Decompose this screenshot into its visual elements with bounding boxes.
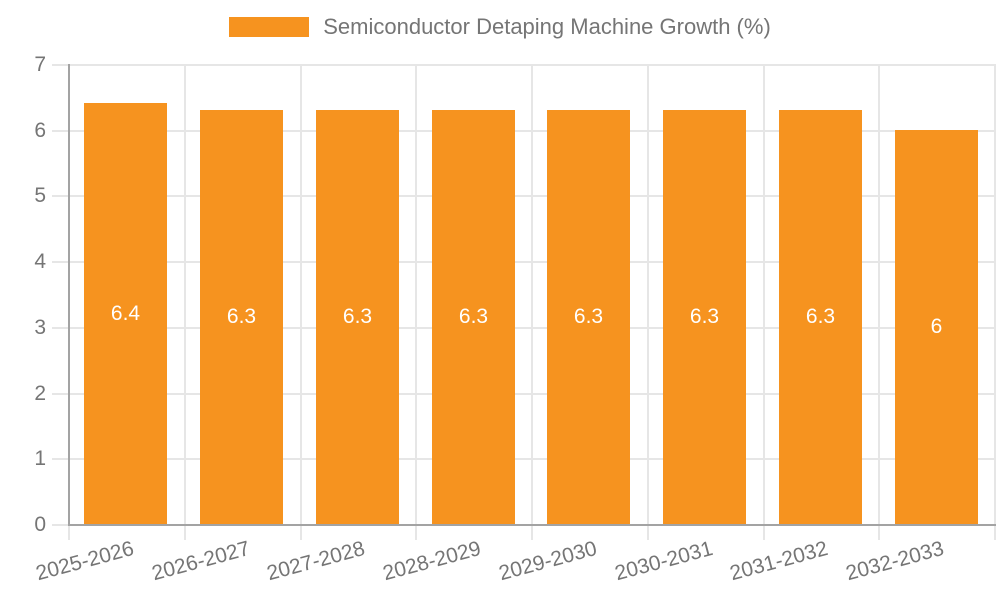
x-gridline — [300, 64, 302, 524]
x-axis-category-label: 2028-2029 — [379, 537, 483, 586]
x-gridline — [994, 64, 996, 524]
legend-label: Semiconductor Detaping Machine Growth (%… — [323, 14, 771, 39]
x-gridline — [415, 64, 417, 524]
y-axis-tick-label: 7 — [34, 53, 46, 76]
y-gridline — [52, 195, 994, 197]
x-axis-line — [68, 524, 996, 526]
bar-value-label: 6.3 — [805, 305, 836, 328]
x-axis-tick — [415, 524, 417, 540]
y-gridline — [52, 130, 994, 132]
y-gridline — [52, 261, 994, 263]
y-axis-tick-label: 5 — [34, 184, 46, 207]
x-gridline — [184, 64, 186, 524]
x-axis-category-label: 2031-2032 — [726, 537, 830, 586]
bar-value-label: 6.3 — [689, 305, 720, 328]
x-axis-category-label: 2030-2031 — [611, 537, 715, 586]
y-gridline — [52, 458, 994, 460]
x-gridline — [878, 64, 880, 524]
x-axis-category-label: 2027-2028 — [263, 537, 367, 586]
x-axis-category-label: 2032-2033 — [842, 537, 946, 586]
bar-value-label: 6.3 — [226, 305, 257, 328]
y-gridline — [52, 64, 994, 66]
legend-swatch — [229, 17, 310, 37]
bar-value-label: 6 — [930, 315, 943, 338]
y-axis-tick-label: 6 — [34, 119, 46, 142]
y-axis-tick-label: 1 — [34, 447, 46, 470]
x-axis-category-label: 2029-2030 — [495, 537, 599, 586]
x-axis-tick — [994, 524, 996, 540]
bar[interactable]: 6 — [895, 130, 978, 524]
y-tick — [52, 524, 68, 526]
legend-item[interactable]: Semiconductor Detaping Machine Growth (%… — [229, 14, 771, 40]
bar[interactable]: 6.3 — [547, 110, 630, 524]
bar[interactable]: 6.3 — [200, 110, 283, 524]
chart-legend: Semiconductor Detaping Machine Growth (%… — [0, 14, 1000, 40]
x-axis-tick — [68, 524, 70, 540]
y-axis-line — [68, 64, 70, 524]
y-axis-tick-label: 4 — [34, 250, 46, 273]
bar-value-label: 6.4 — [110, 301, 141, 325]
bar[interactable]: 6.4 — [84, 103, 167, 524]
x-gridline — [763, 64, 765, 524]
x-axis-category-label: 2025-2026 — [32, 537, 136, 586]
bar-value-label: 6.3 — [342, 305, 373, 328]
x-axis-tick — [878, 524, 880, 540]
x-axis-tick — [763, 524, 765, 540]
x-axis-tick — [531, 524, 533, 540]
x-gridline — [647, 64, 649, 524]
y-axis-tick-label: 2 — [34, 382, 46, 405]
y-axis-tick-label: 0 — [34, 513, 46, 536]
bar[interactable]: 6.3 — [432, 110, 515, 524]
y-gridline — [52, 327, 994, 329]
bar-value-label: 6.3 — [573, 305, 604, 328]
bar-value-label: 6.3 — [458, 305, 489, 328]
x-axis-tick — [184, 524, 186, 540]
bar[interactable]: 6.3 — [316, 110, 399, 524]
x-gridline — [531, 64, 533, 524]
x-axis-tick — [647, 524, 649, 540]
y-gridline — [52, 393, 994, 395]
bar[interactable]: 6.3 — [779, 110, 862, 524]
bar[interactable]: 6.3 — [663, 110, 746, 524]
y-axis-tick-label: 3 — [34, 316, 46, 339]
x-axis-tick — [300, 524, 302, 540]
x-axis-category-label: 2026-2027 — [148, 537, 252, 586]
